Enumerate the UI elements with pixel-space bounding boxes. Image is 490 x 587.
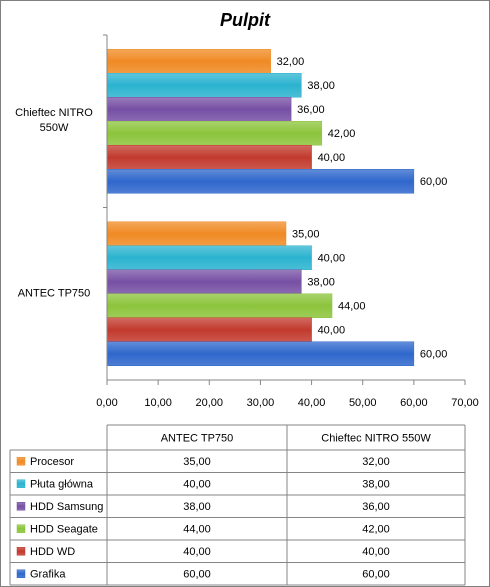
x-tick-label: 70,00 bbox=[451, 397, 479, 409]
bar bbox=[106, 49, 271, 74]
bar bbox=[106, 341, 415, 366]
bar bbox=[106, 221, 287, 246]
legend-label: HDD Samsung bbox=[30, 501, 103, 513]
x-tick-label: 30,00 bbox=[247, 397, 275, 409]
table-value: 40,00 bbox=[183, 479, 211, 491]
bar bbox=[106, 121, 323, 146]
value-label: 36,00 bbox=[297, 104, 325, 116]
table-value: 36,00 bbox=[362, 501, 390, 513]
table-value: 35,00 bbox=[183, 456, 211, 468]
bar bbox=[106, 169, 415, 194]
bar bbox=[106, 73, 302, 98]
bar bbox=[106, 145, 312, 170]
table-value: 60,00 bbox=[362, 569, 390, 581]
table-value: 44,00 bbox=[183, 524, 211, 536]
value-label: 44,00 bbox=[338, 301, 366, 313]
table-value: 60,00 bbox=[183, 569, 211, 581]
table-value: 42,00 bbox=[362, 524, 390, 536]
table-value: 40,00 bbox=[362, 546, 390, 558]
bar bbox=[106, 269, 302, 294]
x-tick-label: 60,00 bbox=[400, 397, 428, 409]
legend-label: HDD WD bbox=[30, 546, 75, 558]
x-tick-label: 50,00 bbox=[349, 397, 377, 409]
bar bbox=[106, 317, 312, 342]
table-header: ANTEC TP750 bbox=[161, 432, 234, 444]
table-header: Chieftec NITRO 550W bbox=[321, 432, 431, 444]
bar bbox=[106, 293, 333, 318]
bar bbox=[106, 245, 312, 270]
legend-key bbox=[16, 502, 26, 511]
value-label: 32,00 bbox=[277, 56, 305, 68]
x-tick-label: 20,00 bbox=[196, 397, 224, 409]
legend-key bbox=[16, 547, 26, 556]
legend-key bbox=[16, 524, 26, 533]
value-label: 60,00 bbox=[420, 349, 448, 361]
x-tick-label: 40,00 bbox=[298, 397, 326, 409]
value-label: 40,00 bbox=[318, 152, 346, 164]
category-label: Chieftec NITRO 550W bbox=[15, 107, 93, 135]
legend-key bbox=[16, 569, 26, 578]
category-label: ANTEC TP750 bbox=[17, 287, 91, 300]
table-value: 38,00 bbox=[183, 501, 211, 513]
value-label: 42,00 bbox=[328, 128, 356, 140]
value-label: 60,00 bbox=[420, 176, 448, 188]
legend-key bbox=[16, 457, 26, 466]
value-label: 38,00 bbox=[307, 277, 335, 289]
value-label: 38,00 bbox=[307, 80, 335, 92]
value-label: 35,00 bbox=[292, 229, 320, 241]
legend-label: Procesor bbox=[30, 456, 74, 468]
legend-label: HDD Seagate bbox=[30, 524, 98, 536]
legend-label: Grafika bbox=[30, 569, 66, 581]
table-value: 40,00 bbox=[183, 546, 211, 558]
x-tick-label: 10,00 bbox=[144, 397, 172, 409]
x-tick-label: 0,00 bbox=[96, 397, 117, 409]
table-value: 38,00 bbox=[362, 479, 390, 491]
value-label: 40,00 bbox=[318, 325, 346, 337]
bar bbox=[106, 97, 292, 122]
chart-title: Pulpit bbox=[220, 10, 271, 30]
table-value: 32,00 bbox=[362, 456, 390, 468]
value-label: 40,00 bbox=[318, 253, 346, 265]
legend-label: Płuta główna bbox=[30, 479, 94, 491]
legend-key bbox=[16, 479, 26, 488]
